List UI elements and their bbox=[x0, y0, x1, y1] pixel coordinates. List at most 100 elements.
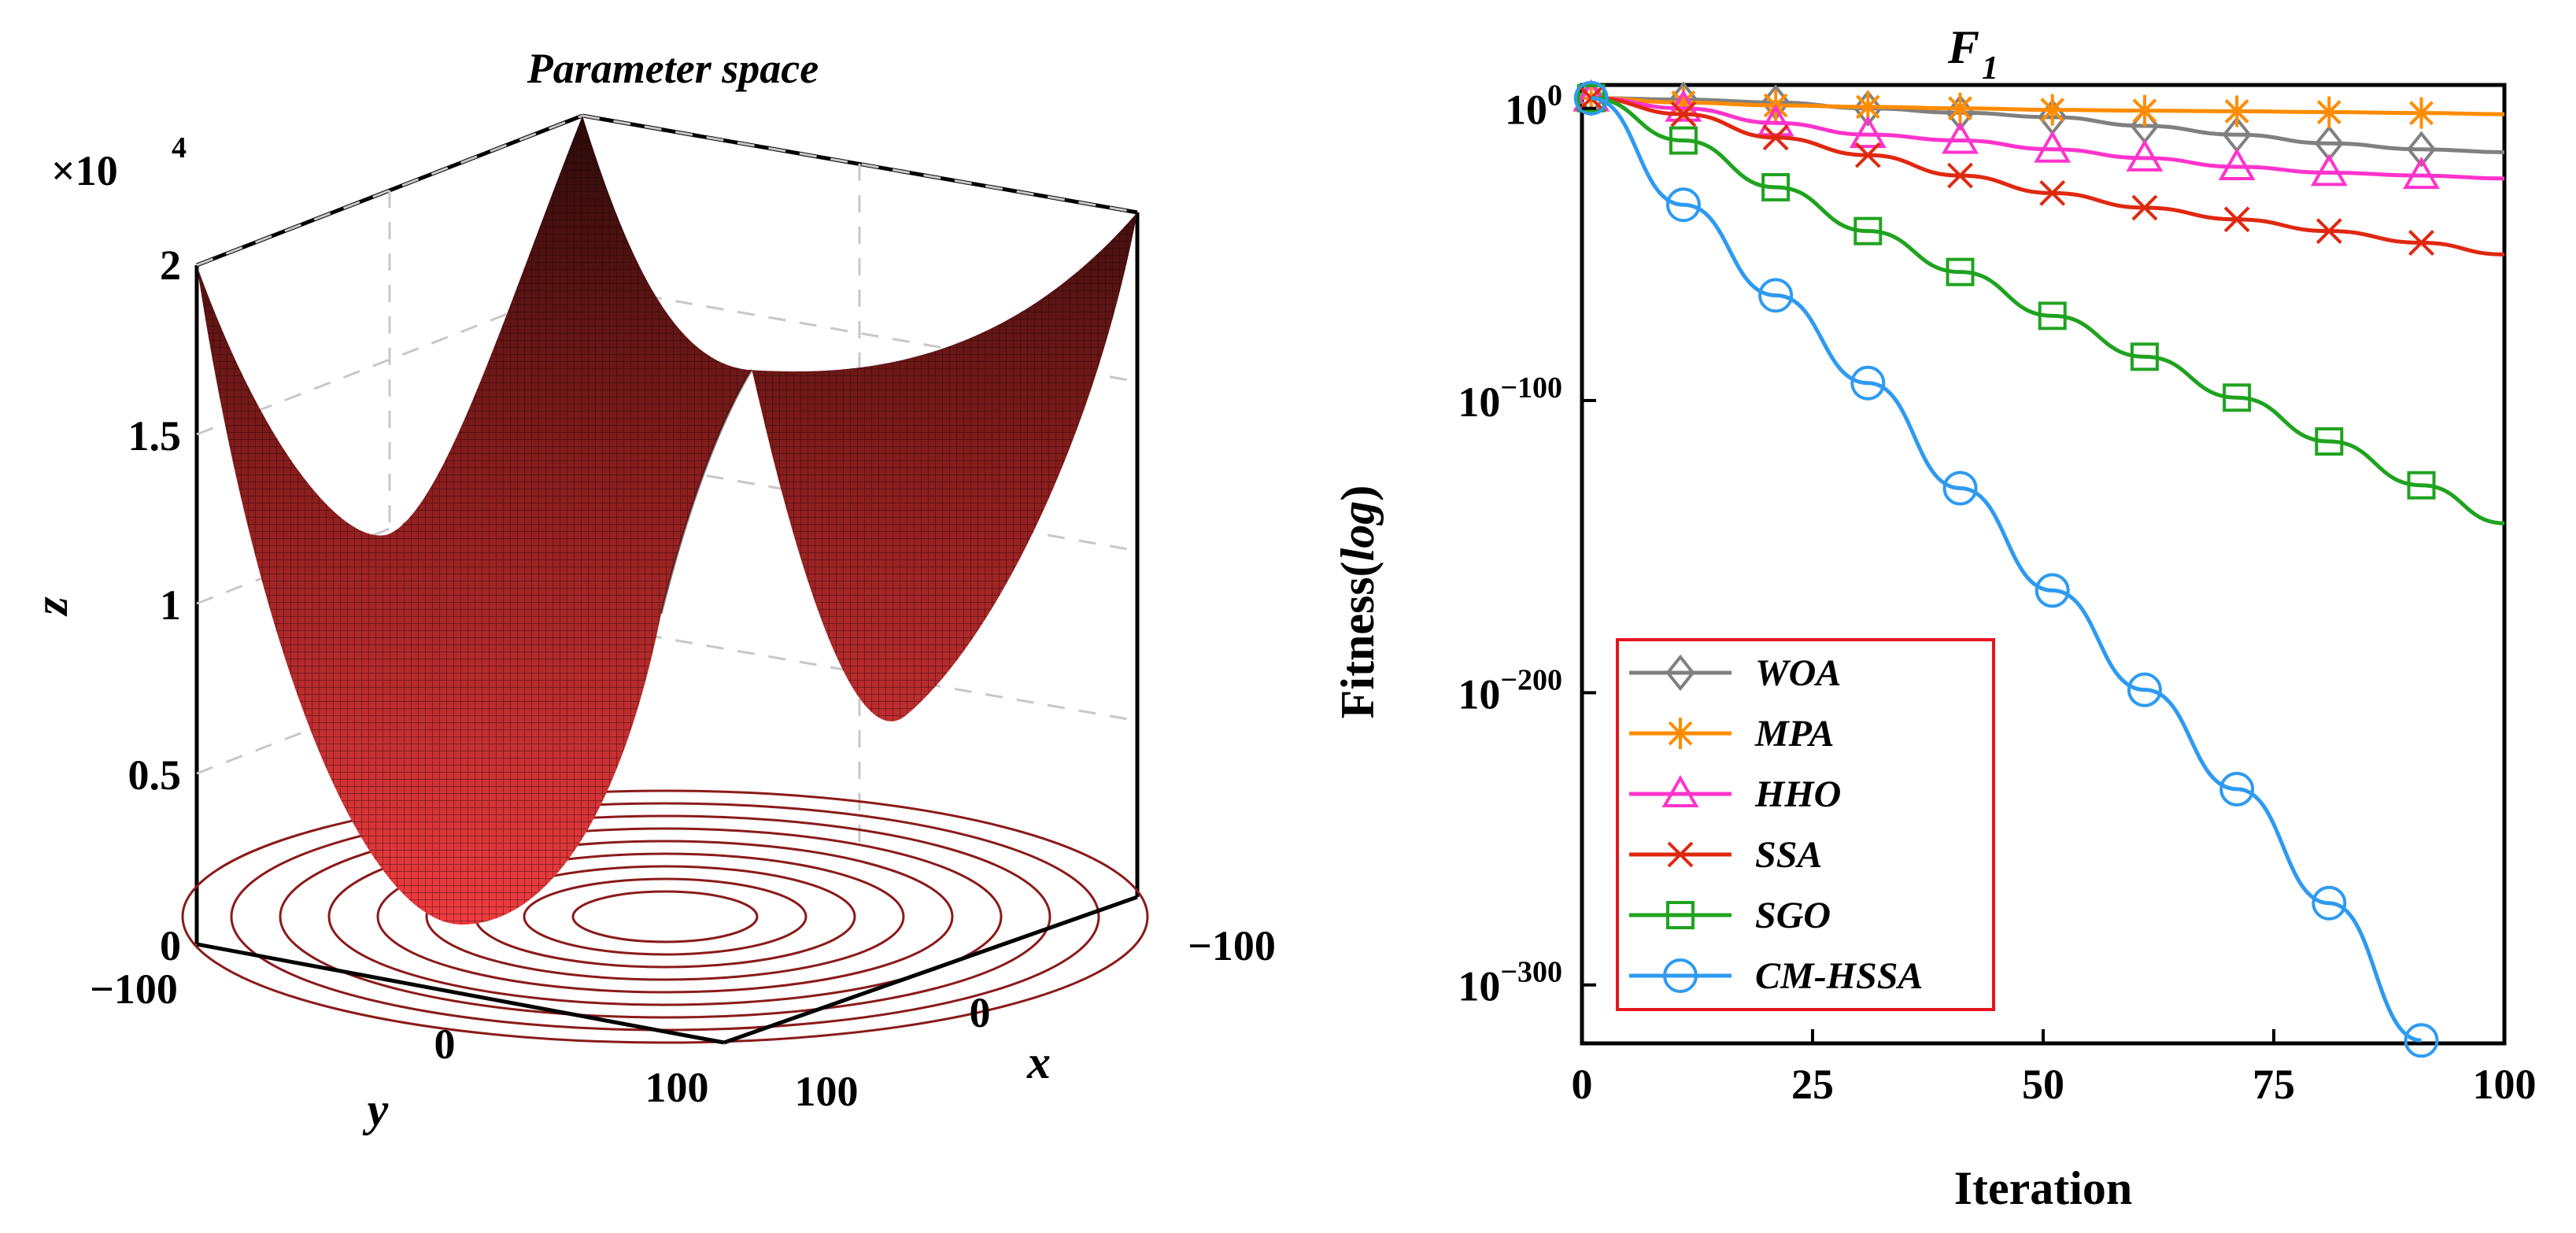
marker-mpa-5 bbox=[2036, 94, 2068, 126]
legend-item-ssa: SSA bbox=[1629, 834, 1822, 876]
marker-mpa-9 bbox=[2405, 97, 2437, 129]
marker-cm-hssa-5 bbox=[2035, 573, 2070, 608]
contour-ring-9 bbox=[181, 789, 1149, 1044]
y-axis-label-log: log bbox=[1332, 501, 1384, 562]
marker-hho-4 bbox=[1942, 121, 1979, 154]
x-tick-2: 100 bbox=[795, 1068, 859, 1115]
legend: WOA MPA HHO SSA SGO CM-HSSA bbox=[1616, 638, 1995, 1011]
z-ticks: 0 0.5 1 1.5 2 bbox=[128, 242, 182, 969]
legend-marker-cm-hssa bbox=[1663, 958, 1698, 993]
marker-ssa-7 bbox=[2223, 206, 2250, 233]
legend-marker-sgo bbox=[1666, 901, 1695, 929]
marker-ssa-6 bbox=[2131, 194, 2158, 221]
convergence-title-subscript: 1 bbox=[1982, 50, 1998, 87]
y-tick-2: 100 bbox=[645, 1064, 709, 1111]
marker-hho-7 bbox=[2218, 147, 2256, 180]
convergence-chart: F 1 0 25 50 75 100 100 10−100 10−200 10−300 Ite… bbox=[1332, 21, 2537, 1214]
marker-hho-9 bbox=[2403, 157, 2440, 190]
series-cm-hssa bbox=[1573, 80, 2439, 1058]
legend-label-sgo: SGO bbox=[1755, 895, 1831, 936]
marker-sgo-6 bbox=[2130, 342, 2159, 371]
marker-mpa-1 bbox=[1667, 87, 1699, 119]
marker-hho-6 bbox=[2126, 138, 2164, 172]
marker-sgo-9 bbox=[2407, 471, 2436, 500]
z-exponent-power: 4 bbox=[172, 131, 187, 164]
z-axis-label: z bbox=[25, 596, 77, 617]
marker-cm-hssa-0 bbox=[1573, 80, 1609, 116]
x-tick-label-0: 0 bbox=[1572, 1061, 1593, 1108]
z-tick-0: 0 bbox=[160, 922, 181, 969]
y-tick-label-2: 10−200 bbox=[1458, 663, 1562, 718]
z-tick-2: 1 bbox=[160, 581, 181, 629]
marker-hho-5 bbox=[2034, 130, 2072, 163]
marker-mpa-8 bbox=[2313, 96, 2345, 128]
marker-sgo-1 bbox=[1669, 126, 1698, 155]
legend-marker-hho bbox=[1661, 774, 1699, 807]
legend-marker-ssa bbox=[1667, 841, 1694, 868]
marker-sgo-3 bbox=[1853, 216, 1883, 245]
y-tick-label-1: 10−100 bbox=[1458, 371, 1562, 426]
marker-ssa-9 bbox=[2408, 230, 2434, 256]
x-axis-line bbox=[723, 895, 1138, 1045]
marker-ssa-8 bbox=[2315, 218, 2342, 245]
legend-label-woa: WOA bbox=[1755, 652, 1841, 694]
y-tick-0: −100 bbox=[90, 965, 178, 1013]
series-hho bbox=[1573, 79, 2505, 190]
legend-label-cm-hssa: CM-HSSA bbox=[1755, 955, 1923, 997]
marker-cm-hssa-3 bbox=[1850, 365, 1886, 401]
series-layer bbox=[1573, 79, 2505, 1058]
y-axis-line bbox=[196, 942, 725, 1045]
legend-label-hho: HHO bbox=[1754, 773, 1841, 815]
marker-sgo-0 bbox=[1576, 83, 1606, 113]
x-tick-label-1: 25 bbox=[1791, 1061, 1834, 1108]
marker-cm-hssa-2 bbox=[1758, 278, 1794, 313]
legend-marker-woa bbox=[1665, 654, 1695, 692]
surface-grid bbox=[196, 114, 1138, 869]
marker-mpa-7 bbox=[2221, 95, 2253, 127]
legend-item-mpa: MPA bbox=[1629, 713, 1834, 755]
marker-cm-hssa-8 bbox=[2312, 885, 2347, 921]
box-front bbox=[196, 895, 1138, 1045]
y-axis-label: Fitness(log) bbox=[1332, 485, 1384, 719]
marker-woa-3 bbox=[1853, 90, 1883, 127]
y-axis-label-prefix: Fitness( bbox=[1332, 561, 1384, 718]
marker-sgo-4 bbox=[1946, 257, 1975, 286]
legend-marker-mpa bbox=[1665, 718, 1696, 749]
legend-item-sgo: SGO bbox=[1629, 895, 1831, 936]
z-exponent-label: ×10 4 bbox=[51, 131, 187, 194]
series-line-cm-hssa bbox=[1591, 96, 2422, 1043]
marker-sgo-2 bbox=[1761, 172, 1791, 201]
contour-ring-6 bbox=[327, 827, 1003, 1006]
legend-item-hho: HHO bbox=[1629, 773, 1841, 815]
grid-line-left-1 bbox=[196, 452, 583, 605]
marker-ssa-3 bbox=[1854, 142, 1881, 168]
x-tick-label-2: 50 bbox=[2022, 1061, 2064, 1108]
marker-woa-9 bbox=[2406, 131, 2437, 168]
series-line-hho bbox=[1591, 96, 2505, 181]
marker-cm-hssa-9 bbox=[2404, 1023, 2439, 1058]
grid-line-left-2 bbox=[196, 283, 583, 436]
series-line-ssa bbox=[1591, 96, 2505, 257]
legend-item-woa: WOA bbox=[1629, 652, 1841, 694]
x-ticks: −100 0 100 bbox=[795, 922, 1276, 1115]
y-axis-label: y bbox=[363, 1083, 389, 1135]
marker-ssa-5 bbox=[2039, 179, 2066, 206]
marker-cm-hssa-7 bbox=[2219, 771, 2255, 807]
series-sgo bbox=[1576, 83, 2505, 526]
y-tick-label-0: 100 bbox=[1505, 79, 1562, 134]
legend-box bbox=[1616, 638, 1995, 1011]
y-ticks: −100 0 100 bbox=[90, 965, 708, 1111]
legend-label-ssa: SSA bbox=[1755, 834, 1822, 876]
marker-ssa-4 bbox=[1947, 162, 1973, 189]
marker-mpa-6 bbox=[2128, 94, 2160, 127]
y-tick-1: 0 bbox=[434, 1021, 456, 1068]
marker-ssa-2 bbox=[1762, 124, 1789, 151]
marker-hho-8 bbox=[2310, 153, 2348, 186]
convergence-title-main: F bbox=[1947, 21, 1979, 73]
marker-sgo-7 bbox=[2223, 383, 2252, 412]
contour-ring-2 bbox=[523, 877, 808, 956]
x-tick-label-3: 75 bbox=[2253, 1061, 2295, 1108]
x-ticks: 0 25 50 75 100 bbox=[1572, 1029, 2537, 1108]
z-exponent-base: ×10 bbox=[51, 147, 118, 194]
